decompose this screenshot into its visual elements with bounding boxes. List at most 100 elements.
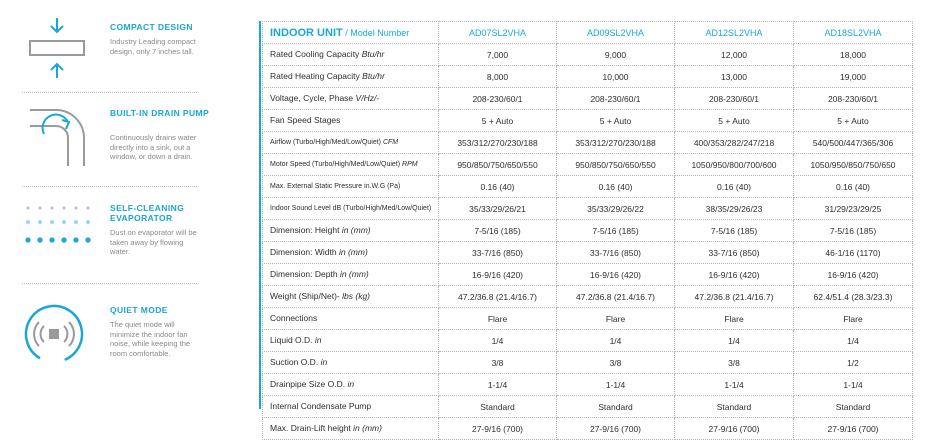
- table-cell: 19,000: [793, 65, 913, 88]
- table-row: Max. Drain-Lift height in (mm) 27-9/16 (7…: [262, 417, 913, 440]
- row-label-cell: Connections: [262, 307, 439, 330]
- model-header: AD07SL2VHA: [438, 21, 557, 44]
- row-unit: in (mm): [339, 269, 369, 279]
- row-label: Connections: [270, 313, 318, 323]
- row-unit: Btu/hr: [362, 71, 385, 81]
- table-cell: 7-5/16 (185): [674, 219, 794, 242]
- spec-table-container: INDOOR UNIT / Model Number AD07SL2VHA AD…: [262, 21, 913, 440]
- table-cell: 1-1/4: [793, 373, 913, 396]
- table-cell: 13,000: [674, 65, 794, 88]
- table-cell: 38/35/29/26/23: [674, 197, 794, 220]
- table-cell: 400/353/282/247/218: [674, 131, 794, 154]
- table-cell: 16-9/16 (420): [556, 263, 675, 286]
- table-row: Fan Speed Stages 5 + Auto 5 + Auto 5 + Auto…: [262, 109, 913, 132]
- row-label-cell: Rated Cooling Capacity Btu/hr: [262, 43, 439, 66]
- table-cell: Flare: [556, 307, 675, 330]
- table-cell: 1050/950/850/750/650: [793, 153, 913, 176]
- feature-description: Dust on evaporator will be taken away by…: [110, 228, 197, 256]
- table-cell: 3/8: [556, 351, 675, 374]
- table-cell: 16-9/16 (420): [438, 263, 557, 286]
- table-cell: Flare: [438, 307, 557, 330]
- table-cell: 27-9/16 (700): [674, 417, 794, 440]
- feature-title: COMPACT DESIGN: [110, 22, 193, 32]
- row-label: Suction O.D.: [270, 357, 319, 367]
- table-cell: 47.2/36.8 (21.4/16.7): [438, 285, 557, 308]
- row-label: Dimension: Width: [270, 247, 337, 257]
- row-label: Max. External Static Pressure in.W.G (Pa…: [270, 182, 401, 190]
- table-cell: 7-5/16 (185): [793, 219, 913, 242]
- header-label: INDOOR UNIT: [270, 26, 343, 39]
- divider: [22, 92, 197, 93]
- row-label: Weight (Ship/Net)-: [270, 291, 340, 301]
- table-row: Drainpipe Size O.D. in 1-1/4 1-1/4 1-1/4 1-1…: [262, 373, 913, 396]
- row-label-cell: Airflow (Turbo/High/Med/Low/Quiet) CFM: [262, 131, 439, 154]
- row-label: Fan Speed Stages: [270, 115, 341, 125]
- table-header-row: INDOOR UNIT / Model Number AD07SL2VHA AD…: [262, 21, 913, 44]
- row-label-cell: Max. Drain-Lift height in (mm): [262, 417, 439, 440]
- table-row: Max. External Static Pressure in.W.G (Pa…: [262, 175, 913, 198]
- row-label: Liquid O.D.: [270, 335, 313, 345]
- table-cell: 27-9/16 (700): [556, 417, 675, 440]
- table-row: Rated Heating Capacity Btu/hr 8,000 10,000…: [262, 65, 913, 88]
- table-cell: 33-7/16 (850): [556, 241, 675, 264]
- row-label: Airflow (Turbo/High/Med/Low/Quiet): [270, 138, 382, 146]
- table-cell: 62.4/51.4 (28.3/23.3): [793, 285, 913, 308]
- row-unit: in (mm): [341, 225, 371, 235]
- table-accent-bar: [259, 21, 261, 409]
- row-label: Motor Speed (Turbo/High/Med/Low/Quiet): [270, 160, 401, 168]
- table-row: Airflow (Turbo/High/Med/Low/Quiet) CFM 35…: [262, 131, 913, 154]
- divider: [22, 186, 197, 187]
- table-cell: 10,000: [556, 65, 675, 88]
- table-row: Dimension: Width in (mm) 33-7/16 (850) 33-…: [262, 241, 913, 264]
- table-cell: 35/33/29/26/22: [556, 197, 675, 220]
- model-header: AD18SL2VHA: [793, 21, 913, 44]
- row-unit: in: [347, 379, 355, 389]
- table-cell: 1/2: [793, 351, 913, 374]
- table-cell: 35/33/29/26/21: [438, 197, 557, 220]
- feature-title: SELF-CLEANING EVAPORATOR: [110, 203, 185, 223]
- row-label: Dimension: Depth: [270, 269, 338, 279]
- feature-description: Industry Leading compact design, only 7 …: [110, 37, 196, 56]
- row-label-cell: Motor Speed (Turbo/High/Med/Low/Quiet) R…: [262, 153, 439, 176]
- table-cell: 5 + Auto: [674, 109, 794, 132]
- row-label: Internal Condensate Pump: [270, 401, 372, 411]
- table-cell: 3/8: [438, 351, 557, 374]
- table-cell: 0.16 (40): [674, 175, 794, 198]
- table-cell: 33-7/16 (850): [674, 241, 794, 264]
- table-row: Suction O.D. in 3/8 3/8 3/8 1/2: [262, 351, 913, 374]
- row-label-cell: Weight (Ship/Net)- lbs (kg): [262, 285, 439, 308]
- feature-title: BUILT-IN DRAIN PUMP: [110, 108, 210, 118]
- table-cell: 47.2/36.8 (21.4/16.7): [556, 285, 675, 308]
- row-label: Rated Cooling Capacity: [270, 49, 360, 59]
- feature-description: Continuously drains water directly into …: [110, 133, 197, 161]
- table-cell: 7-5/16 (185): [556, 219, 675, 242]
- row-unit: RPM: [402, 160, 418, 168]
- row-label: Voltage, Cycle, Phase: [270, 93, 354, 103]
- row-label-cell: Indoor Sound Level dB (Turbo/High/Med/Lo…: [262, 197, 439, 220]
- table-cell: Standard: [438, 395, 557, 418]
- row-label-cell: Dimension: Depth in (mm): [262, 263, 439, 286]
- row-unit: Btu/hr: [361, 49, 385, 59]
- table-cell: 7-5/16 (185): [438, 219, 557, 242]
- row-label: Max. Drain-Lift height: [270, 423, 351, 433]
- table-cell: 8,000: [438, 65, 557, 88]
- table-cell: Standard: [674, 395, 794, 418]
- table-cell: 1/4: [438, 329, 557, 352]
- table-cell: 950/850/750/650/550: [438, 153, 557, 176]
- table-cell: 0.16 (40): [438, 175, 557, 198]
- table-row: Motor Speed (Turbo/High/Med/Low/Quiet) R…: [262, 153, 913, 176]
- table-cell: 1/4: [556, 329, 675, 352]
- row-label-cell: Drainpipe Size O.D. in: [262, 373, 439, 396]
- row-label: Dimension: Height: [270, 225, 340, 235]
- row-label: Drainpipe Size O.D.: [270, 379, 346, 389]
- model-header: AD09SL2VHA: [556, 21, 675, 44]
- table-cell: 1050/950/800/700/600: [674, 153, 794, 176]
- model-header: AD12SL2VHA: [674, 21, 794, 44]
- row-label: Indoor Sound Level dB (Turbo/High/Med/Lo…: [270, 204, 432, 212]
- table-cell: 12,000: [674, 43, 794, 66]
- feature-title: QUIET MODE: [110, 305, 168, 315]
- table-cell: 353/312/270/230/188: [438, 131, 557, 154]
- drain-pump-icon: [30, 109, 85, 166]
- row-label-cell: Voltage, Cycle, Phase V/Hz/-: [262, 87, 439, 110]
- table-cell: 46-1/16 (1170): [793, 241, 913, 264]
